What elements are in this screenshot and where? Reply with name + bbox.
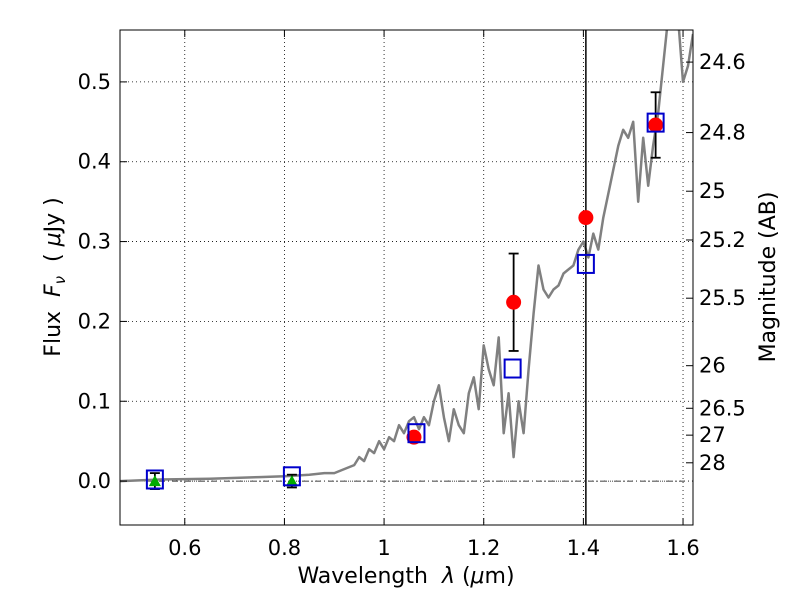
y2-tick-label: 28 bbox=[699, 451, 726, 475]
x-tick-label: 1.6 bbox=[666, 536, 699, 560]
marker-layer bbox=[145, 91, 665, 490]
y-tick-label: 0.5 bbox=[78, 70, 111, 94]
y2-axis-label: Magnitude (AB) bbox=[756, 192, 781, 363]
model-photometry-square bbox=[503, 358, 522, 379]
observed-flux-point bbox=[648, 117, 664, 133]
y-tick-label: 0.0 bbox=[78, 469, 111, 493]
model-photometry-square bbox=[145, 469, 164, 490]
grid-lines bbox=[120, 30, 693, 525]
x-tick-label: 0.8 bbox=[268, 536, 301, 560]
y2-tick-label: 25.2 bbox=[699, 228, 746, 252]
x-tick-label: 1.2 bbox=[467, 536, 500, 560]
y-tick-label: 0.1 bbox=[78, 389, 111, 413]
y-tick-label: 0.2 bbox=[78, 309, 111, 333]
observed-flux-point bbox=[578, 210, 594, 226]
x-tick-label: 1 bbox=[377, 536, 390, 560]
y-tick-label: 0.3 bbox=[78, 230, 111, 254]
plot-frame bbox=[119, 29, 694, 526]
y2-tick-label: 26.5 bbox=[699, 396, 746, 420]
model-photometry-square bbox=[282, 466, 301, 487]
y2-tick-label: 24.8 bbox=[699, 121, 746, 145]
x-axis-ticks: 0.6 0.8 1 1.2 1.4 1.6 bbox=[168, 30, 700, 560]
model-spectrum-line bbox=[120, 30, 693, 483]
spectrum-layer bbox=[120, 30, 693, 483]
model-photometry-square bbox=[576, 253, 595, 274]
y2-tick-label: 25 bbox=[699, 179, 726, 203]
x-axis-label: Wavelength λ (μm) bbox=[297, 564, 514, 589]
model-photometry-square bbox=[646, 112, 665, 133]
y2-tick-label: 24.6 bbox=[699, 50, 746, 74]
observed-flux-point bbox=[506, 294, 522, 310]
y-axis-ticks: 0.0 0.1 0.2 0.3 0.4 0.5 bbox=[78, 70, 127, 493]
y-tick-label: 0.4 bbox=[78, 150, 111, 174]
model-photometry-square bbox=[407, 423, 426, 444]
y2-axis-ticks: 24.6 24.8 25 25.2 25.5 26 26.5 27 28 bbox=[686, 50, 746, 475]
upper-limit-marker bbox=[285, 475, 298, 487]
x-tick-label: 1.4 bbox=[567, 536, 600, 560]
upper-limit-marker bbox=[148, 475, 161, 487]
y-axis-label: Flux Fν ( μJy ) bbox=[41, 197, 69, 356]
x-tick-label: 0.6 bbox=[168, 536, 201, 560]
y2-tick-label: 25.5 bbox=[699, 286, 746, 310]
observed-flux-point bbox=[406, 429, 422, 445]
y2-tick-label: 26 bbox=[699, 354, 726, 378]
y2-tick-label: 27 bbox=[699, 423, 726, 447]
plot-area-background bbox=[120, 30, 693, 525]
